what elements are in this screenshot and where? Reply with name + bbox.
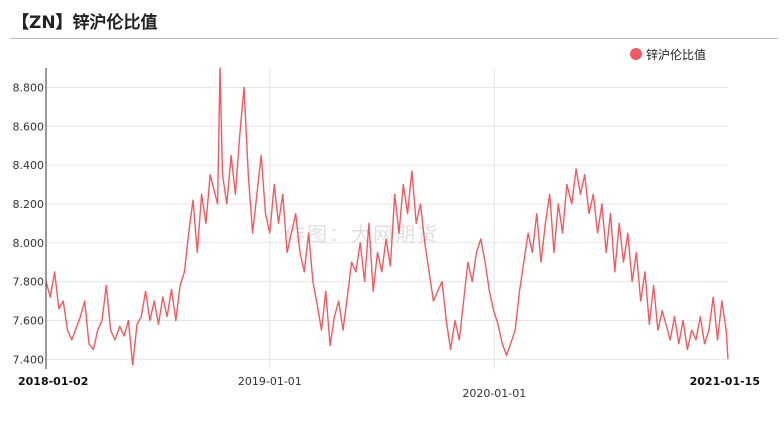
y-tick-label: 8.400 xyxy=(13,159,45,172)
x-tick-label: 2018-01-02 xyxy=(18,375,88,388)
y-tick-label: 8.800 xyxy=(13,81,45,94)
x-tick-label: 2021-01-15 xyxy=(690,375,760,388)
y-tick-label: 7.400 xyxy=(13,353,45,366)
y-axis-ticks: 7.400 7.600 7.800 8.000 8.200 8.400 8.600 8.800 xyxy=(13,81,45,366)
chart-grid xyxy=(46,68,728,369)
watermark-text: 作图：大网期货 xyxy=(285,222,439,246)
y-tick-label: 8.200 xyxy=(13,198,45,211)
page-title: 【ZN】锌沪伦比值 xyxy=(12,13,158,33)
x-tick-label: 2020-01-01 xyxy=(462,387,526,400)
y-tick-label: 8.600 xyxy=(13,120,45,133)
chart-header: 【ZN】锌沪伦比值 xyxy=(0,0,784,40)
x-axis-ticks: 2018-01-02 2019-01-01 2020-01-01 2021-01-15 xyxy=(18,375,760,400)
y-tick-label: 7.800 xyxy=(13,276,45,289)
series-line-zinc-ratio xyxy=(45,67,729,366)
legend-marker-icon xyxy=(630,48,642,60)
y-tick-label: 7.600 xyxy=(13,314,45,327)
chart-legend[interactable]: 锌沪伦比值 xyxy=(630,45,706,63)
x-tick-label: 2019-01-01 xyxy=(238,375,302,388)
legend-label: 锌沪伦比值 xyxy=(646,47,707,62)
y-tick-label: 8.000 xyxy=(13,237,45,250)
title-divider xyxy=(10,38,778,39)
